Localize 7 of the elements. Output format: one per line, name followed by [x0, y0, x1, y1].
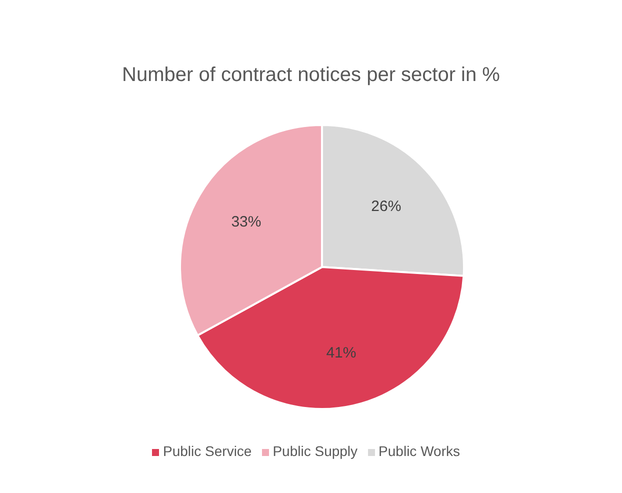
legend-label: Public Supply	[272, 443, 358, 459]
chart-title: Number of contract notices per sector in %	[121, 64, 501, 87]
data-label: 26%	[371, 198, 402, 216]
data-label: 33%	[231, 214, 262, 231]
legend-label: Public Works	[378, 443, 460, 459]
legend-label: Public Service	[163, 443, 252, 459]
data-label: 41%	[326, 344, 356, 362]
